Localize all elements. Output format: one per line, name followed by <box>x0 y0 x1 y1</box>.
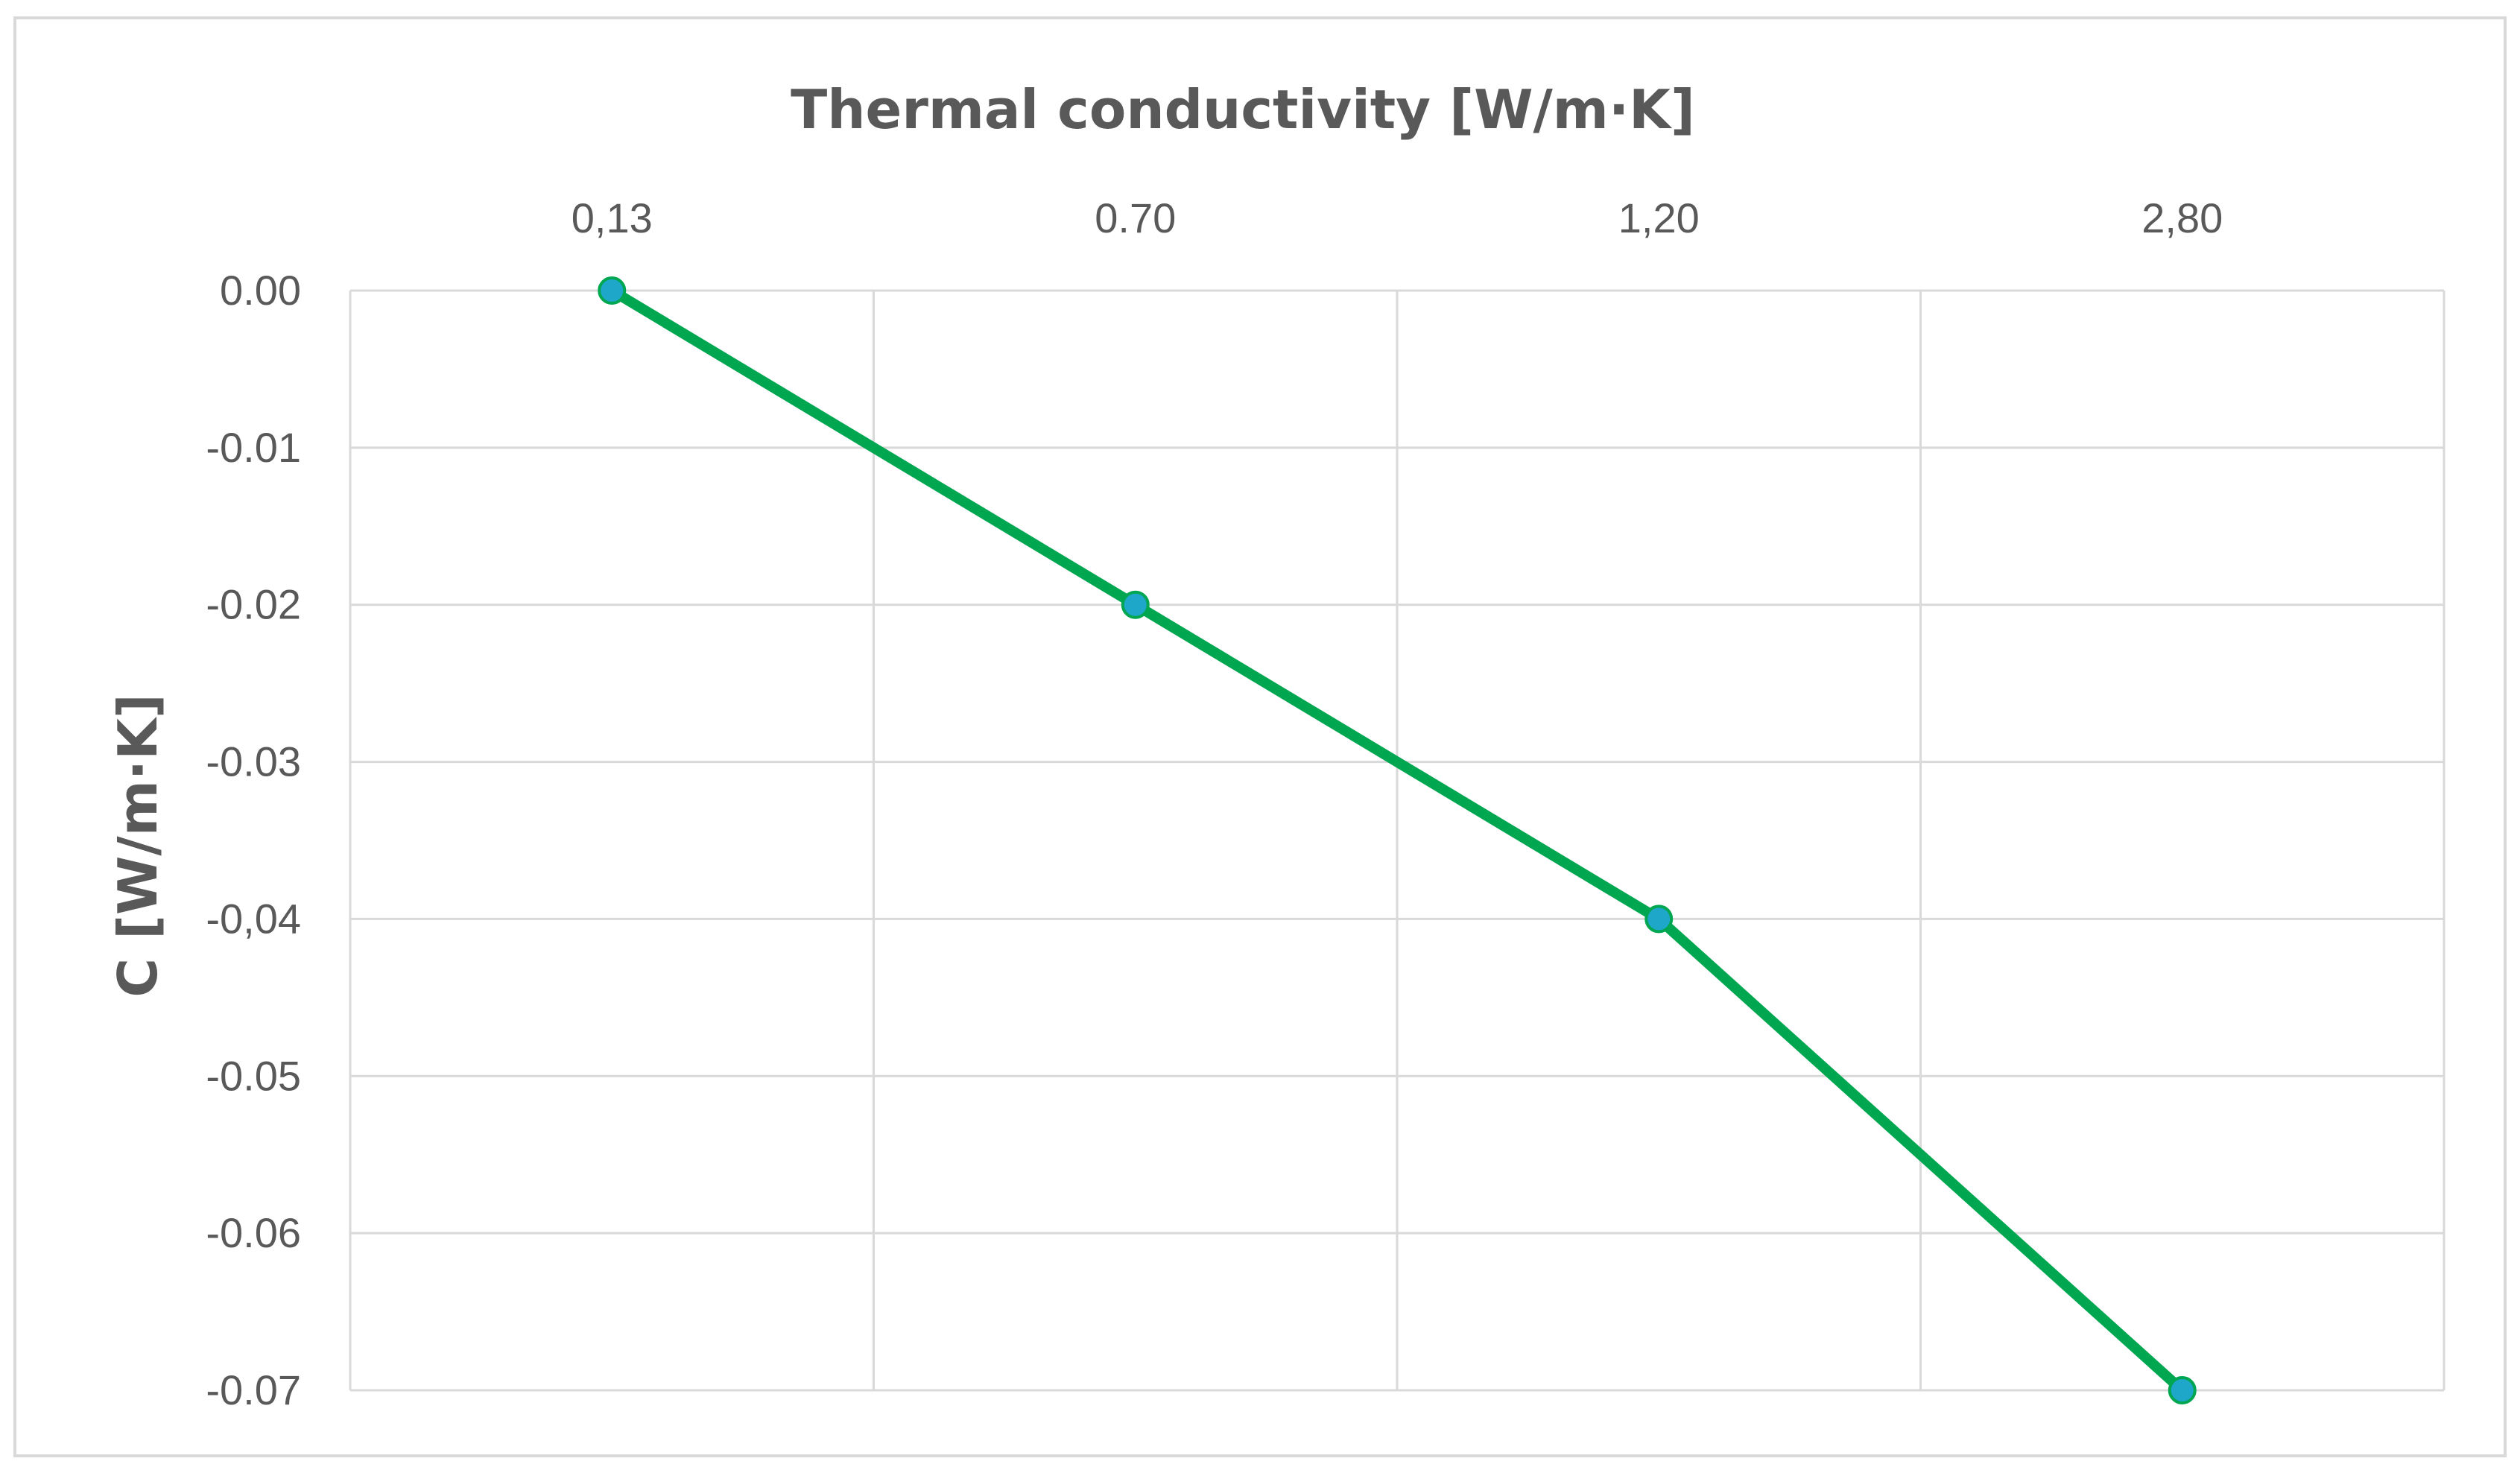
y-tick-label: -0,04 <box>206 895 301 942</box>
data-point <box>1644 905 1674 934</box>
data-point <box>2168 1376 2197 1404</box>
data-point <box>1121 590 1150 619</box>
y-tick-label: -0.06 <box>206 1209 301 1256</box>
data-point <box>598 276 627 305</box>
x-tick-label: 2,80 <box>2141 194 2223 241</box>
y-tick-label: -0.07 <box>206 1366 301 1413</box>
series-group <box>598 276 2197 1404</box>
y-tick-label: -0.02 <box>206 581 301 628</box>
x-tick-label: 1,20 <box>1618 194 1700 241</box>
series-line <box>607 285 2188 1395</box>
x-axis-title: Thermal conductivity [W/m·K] <box>791 78 1695 141</box>
chart-frame <box>13 16 2507 1457</box>
y-axis-ticks: 0.00 -0.01 -0.02 -0.03 -0,04 -0.05 -0.06 -0.07 <box>206 267 301 1413</box>
y-tick-label: -0.05 <box>206 1052 301 1099</box>
y-tick-label: 0.00 <box>220 267 301 314</box>
x-axis-ticks: 0,13 0.70 1,20 2,80 <box>572 194 2223 241</box>
plot-grid <box>349 289 2445 1392</box>
y-tick-label: -0.01 <box>206 424 301 471</box>
y-axis-title: C [W/m·K] <box>107 694 169 998</box>
x-tick-label: 0.70 <box>1095 194 1176 241</box>
y-tick-label: -0.03 <box>206 738 301 785</box>
x-tick-label: 0,13 <box>572 194 653 241</box>
